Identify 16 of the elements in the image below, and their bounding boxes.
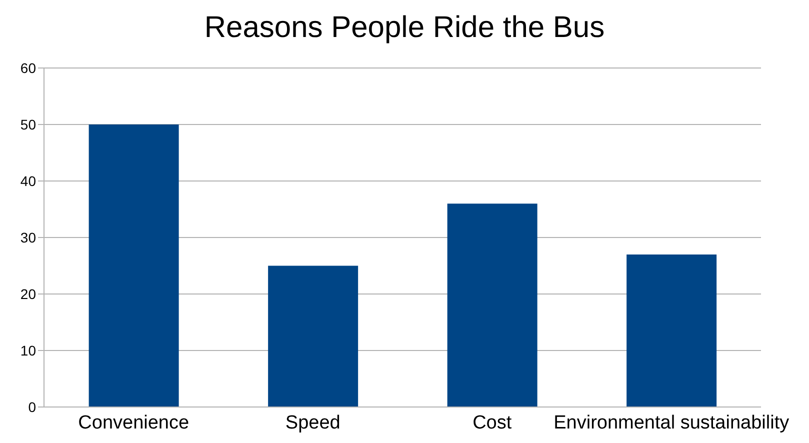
bar — [88, 124, 179, 407]
x-tick-label: Cost — [472, 412, 512, 434]
chart-title: Reasons People Ride the Bus — [203, 10, 606, 46]
y-tick-label: 60 — [20, 60, 36, 76]
x-tick-label: Speed — [285, 412, 340, 434]
y-tick-label: 10 — [20, 342, 36, 358]
bar — [626, 254, 717, 407]
y-tick-label: 30 — [20, 229, 36, 246]
y-tick-label: 40 — [20, 172, 36, 189]
bar — [447, 204, 538, 407]
x-tick-label: Environmental sustainability — [554, 412, 790, 434]
y-tick-label: 50 — [20, 116, 36, 132]
bar — [268, 266, 358, 407]
y-tick-label: 0 — [28, 398, 36, 415]
x-tick-label: Convenience — [78, 412, 190, 434]
y-tick-label: 20 — [20, 286, 36, 302]
